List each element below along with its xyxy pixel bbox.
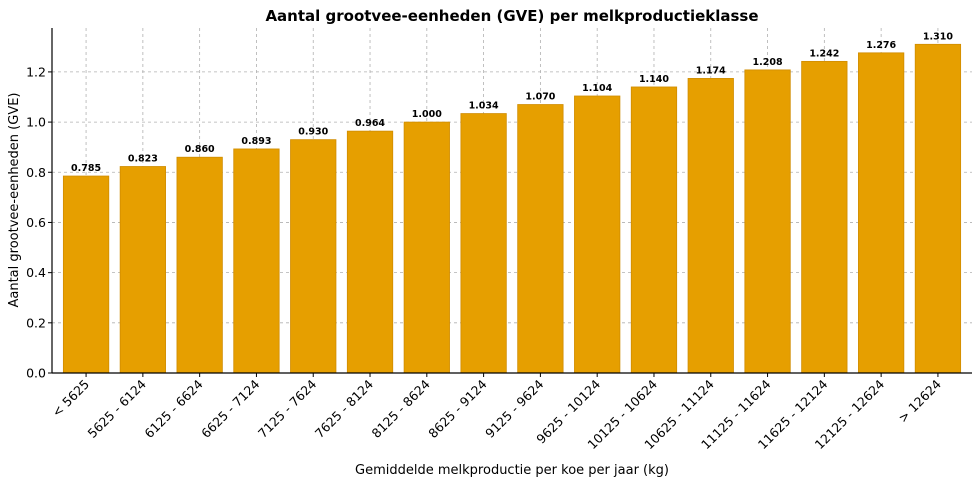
bar-value-label: 0.893 — [241, 136, 271, 147]
y-tick-label: 0.0 — [26, 366, 46, 381]
x-tick-label: 7625 - 8124 — [312, 376, 376, 440]
bar-value-label: 0.823 — [128, 154, 158, 165]
bar-value-label: 0.964 — [355, 118, 385, 129]
bar — [574, 95, 621, 374]
x-tick-label: 5625 - 6124 — [85, 376, 149, 440]
x-tick-label: 6125 - 6624 — [141, 376, 205, 440]
bar — [517, 104, 564, 374]
y-tick-label: 0.4 — [26, 265, 46, 280]
bar — [62, 175, 110, 374]
bar-value-label: 1.034 — [469, 101, 499, 112]
y-tick-label: 1.0 — [26, 115, 46, 130]
bar — [176, 156, 223, 374]
bar — [801, 60, 848, 374]
x-tick-label: 8625 - 9124 — [425, 376, 489, 440]
bar — [403, 121, 450, 374]
bar-value-label: 0.860 — [185, 144, 215, 155]
bar-value-label: 1.208 — [753, 57, 783, 68]
x-axis-label: Gemiddelde melkproductie per koe per jaa… — [355, 463, 669, 478]
bar-value-label: 1.310 — [923, 31, 953, 42]
y-tick-label: 0.8 — [26, 165, 46, 180]
bar — [233, 148, 280, 374]
bar-value-label: 1.276 — [866, 40, 896, 51]
bar-value-label: 1.242 — [809, 48, 839, 59]
bar — [858, 52, 905, 374]
chart-title: Aantal grootvee-eenheden (GVE) per melkp… — [265, 7, 758, 25]
y-axis-label: Aantal grootvee-eenheden (GVE) — [7, 92, 22, 307]
y-tick-label: 0.2 — [26, 315, 46, 330]
bar-value-label: 1.174 — [696, 65, 726, 76]
bar-value-label: 1.000 — [412, 109, 442, 120]
bar — [290, 139, 337, 374]
bar — [460, 113, 507, 374]
bar — [914, 43, 962, 374]
y-tick-label: 1.2 — [26, 64, 46, 79]
axes — [48, 28, 972, 377]
bar — [346, 130, 394, 374]
y-tick-label: 0.6 — [26, 215, 46, 230]
bar-value-label: 0.785 — [71, 163, 101, 174]
bar-value-label: 1.104 — [582, 83, 612, 94]
x-tick-label: 6625 - 7124 — [198, 376, 262, 440]
bar — [744, 69, 791, 374]
bar-value-label: 0.930 — [298, 127, 328, 138]
x-tick-label: < 5625 — [49, 377, 92, 420]
bar — [119, 166, 166, 374]
bar — [687, 78, 734, 374]
bars — [62, 43, 962, 374]
bar — [630, 86, 678, 374]
x-tick-label: 8125 - 8624 — [369, 376, 433, 440]
bar-value-label: 1.140 — [639, 74, 669, 85]
x-tick-label: > 12624 — [895, 376, 944, 425]
x-tick-label: 7125 - 7624 — [255, 376, 319, 440]
bar-value-label: 1.070 — [525, 92, 555, 103]
